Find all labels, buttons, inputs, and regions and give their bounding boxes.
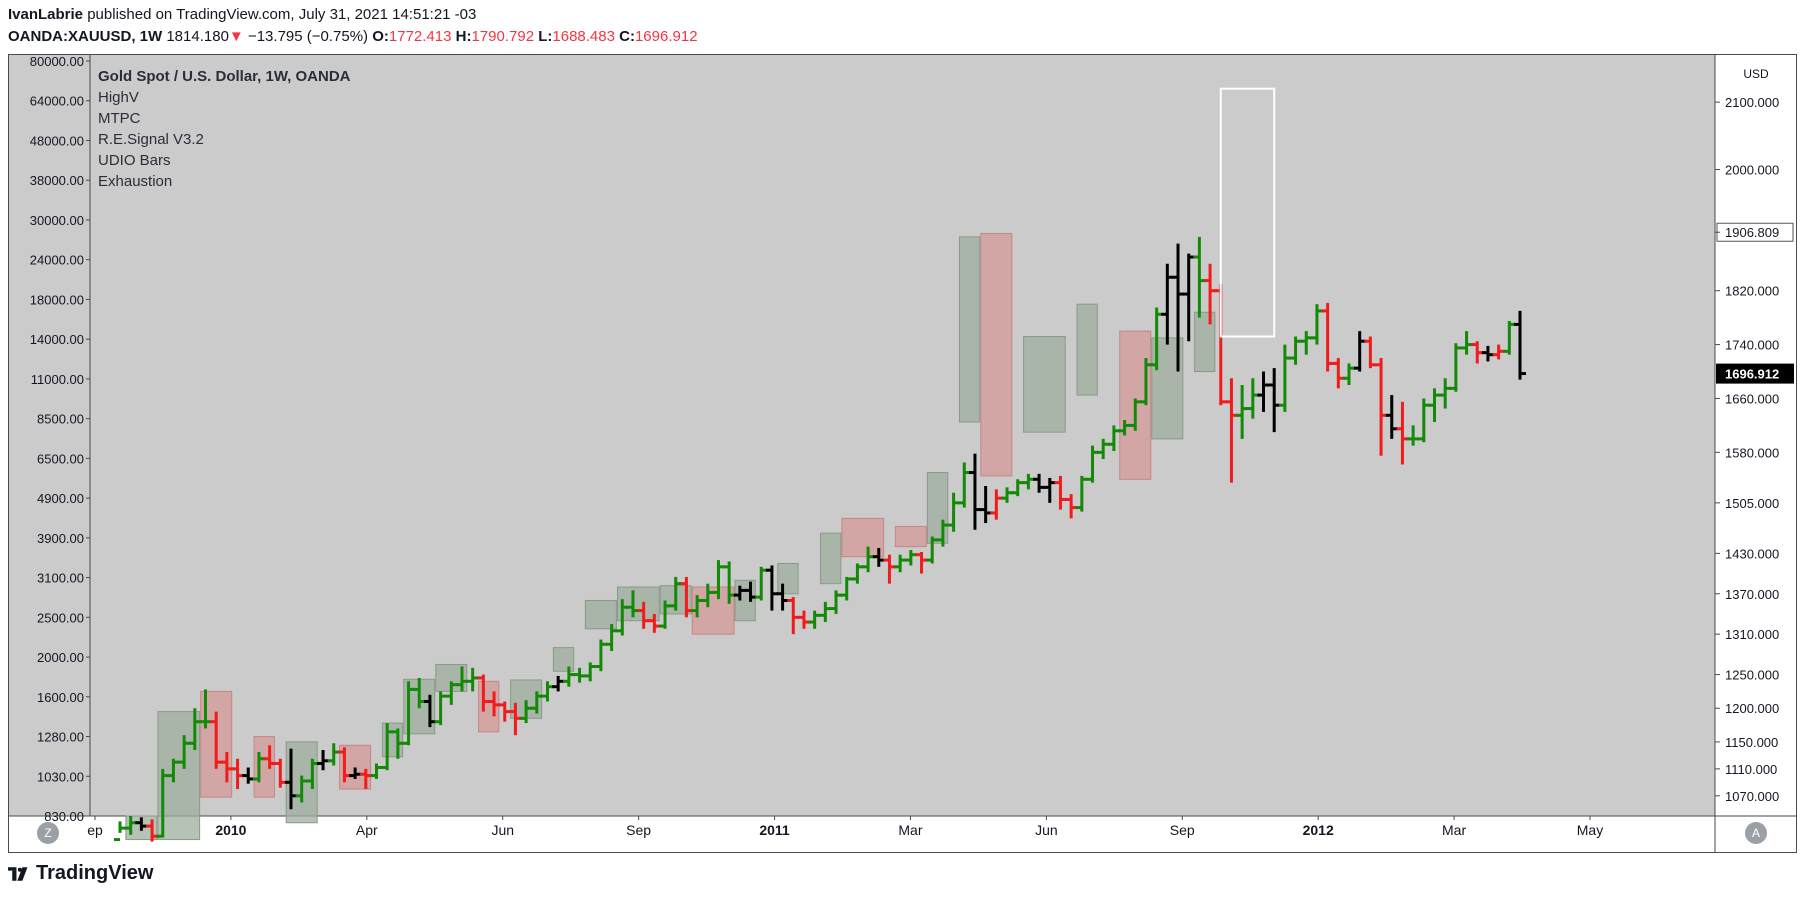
legend-indicator-highv[interactable]: HighV — [98, 89, 139, 106]
price-axis-tick-label: 1070.000 — [1725, 789, 1779, 804]
price-axis-tick-label: 1660.000 — [1725, 391, 1779, 406]
signal-box-up — [1076, 303, 1098, 396]
left-axis-tick-label: 1030.00 — [37, 769, 84, 784]
price-axis-tick-label: 1310.000 — [1725, 627, 1779, 642]
left-axis-tick-label: 830.00 — [44, 809, 84, 824]
left-axis-tick-label: 3100.00 — [37, 571, 84, 586]
left-axis-tick-label: 2000.00 — [37, 650, 84, 665]
zoom-button[interactable]: Z — [37, 822, 59, 844]
price-axis-tick-label: 1370.000 — [1725, 587, 1779, 602]
signal-box-up — [820, 532, 842, 585]
price-axis-tick-label: 1150.000 — [1725, 735, 1778, 750]
auto-scale-button[interactable]: A — [1745, 822, 1767, 844]
legend-indicator-udio-bars[interactable]: UDIO Bars — [98, 152, 171, 169]
last-price-badge — [1716, 363, 1794, 384]
left-axis-tick-label: 2500.00 — [37, 610, 84, 625]
price-axis-tick-label: 1430.000 — [1725, 546, 1779, 561]
time-axis-label: 2010 — [215, 822, 246, 838]
left-axis-tick-label: 8500.00 — [37, 412, 84, 427]
last-price: 1814.180 — [166, 28, 229, 45]
last-price-label: 1696.912 — [1725, 367, 1779, 382]
high-value: 1790.792 — [471, 28, 535, 45]
low-label: L: — [538, 28, 553, 45]
signal-box-up — [552, 647, 575, 672]
time-axis-label: Sep — [626, 822, 651, 838]
signal-box-down — [980, 232, 1013, 477]
left-axis-tick-label: 4900.00 — [37, 491, 84, 506]
left-axis-tick-label: 24000.00 — [30, 253, 84, 268]
price-axis-tick-label: 1250.000 — [1725, 668, 1779, 683]
legend-title: Gold Spot / U.S. Dollar, 1W, OANDA — [98, 68, 351, 85]
time-axis-label: 2012 — [1303, 822, 1334, 838]
left-axis-tick-label: 1280.00 — [37, 730, 84, 745]
time-axis-label: Mar — [1442, 822, 1466, 838]
published-text: published on TradingView.com, July 31, 2… — [87, 6, 477, 23]
high-label: H: — [455, 28, 472, 45]
price-axis-tick-label: 1740.000 — [1725, 338, 1779, 353]
open-value: 1772.413 — [388, 28, 452, 45]
left-axis-tick-label: 30000.00 — [30, 213, 84, 228]
left-axis-tick-label: 11000.00 — [31, 372, 84, 387]
change-value: −13.795 (−0.75%) — [247, 28, 369, 45]
left-axis-tick-label: 80000.00 — [30, 54, 84, 69]
left-axis-tick-label: 3900.00 — [37, 531, 84, 546]
legend-indicator-exhaustion[interactable]: Exhaustion — [98, 173, 173, 190]
left-axis-tick-label: 38000.00 — [30, 173, 84, 188]
price-axis-tick-label: 1505.000 — [1725, 496, 1779, 511]
chart-frame — [8, 54, 1797, 853]
legend-indicator-resignal[interactable]: R.E.Signal V3.2 — [98, 131, 204, 148]
published-line: IvanLabrie published on TradingView.com,… — [8, 6, 476, 23]
left-axis-tick-label: 64000.00 — [30, 94, 84, 109]
signal-box-up — [958, 236, 981, 423]
left-axis-tick-label: 48000.00 — [30, 133, 84, 148]
price-axis-background — [1715, 55, 1796, 816]
author-name[interactable]: IvanLabrie — [8, 6, 84, 23]
legend-indicator-mtpc[interactable]: MTPC — [98, 110, 141, 127]
tradingview-logo-icon — [8, 866, 28, 881]
price-axis-tick-label: 1820.000 — [1725, 284, 1779, 299]
signal-box-down — [691, 586, 735, 635]
price-axis-tick-label: 1200.000 — [1725, 701, 1779, 716]
signal-box-down — [894, 525, 927, 548]
time-axis-label: ep — [87, 822, 103, 838]
symbol-line: OANDA:XAUUSD, 1W 1814.180▼ −13.795 (−0.7… — [8, 28, 698, 45]
low-value: 1688.483 — [552, 28, 615, 45]
close-label: C: — [619, 28, 635, 45]
price-axis-tick-label: 1110.000 — [1725, 762, 1777, 777]
price-axis-tick-label: 1580.000 — [1725, 445, 1779, 460]
plot-area-background — [9, 55, 1715, 816]
signal-box-up — [1023, 336, 1066, 433]
left-axis-tick-label: 6500.00 — [37, 451, 84, 466]
change-arrow-icon: ▼ — [228, 28, 244, 45]
close-value: 1696.912 — [634, 28, 698, 45]
open-label: O: — [372, 28, 389, 45]
signal-box-up — [616, 586, 660, 622]
time-axis-label: Sep — [1170, 822, 1195, 838]
left-axis-tick-label: 18000.00 — [30, 292, 84, 307]
time-axis-label: Mar — [898, 822, 922, 838]
footer-brand-text: TradingView — [36, 862, 154, 884]
signal-box-down — [841, 517, 885, 558]
price-axis-tick-label: 2000.000 — [1725, 162, 1779, 177]
ohlc-bar — [1514, 310, 1526, 380]
signal-box-up — [1194, 311, 1216, 373]
left-axis-tick-label: 1600.00 — [37, 690, 84, 705]
price-axis-tick-label: 2100.000 — [1725, 95, 1779, 110]
time-axis-label: Jun — [1035, 822, 1058, 838]
time-axis-label: May — [1577, 822, 1603, 838]
currency-label: USD — [1743, 67, 1769, 81]
left-axis-tick-label: 14000.00 — [30, 332, 84, 347]
time-axis-label: 2011 — [759, 822, 790, 838]
chart-legend: Gold Spot / U.S. Dollar, 1W, OANDA HighV… — [98, 66, 351, 192]
symbol-name: OANDA:XAUUSD, 1W — [8, 28, 163, 45]
time-axis-label: Apr — [356, 822, 378, 838]
footer-brand[interactable]: TradingView — [8, 862, 153, 885]
selection-rectangle — [1219, 87, 1276, 338]
price-axis-tick-label: 1906.809 — [1725, 225, 1779, 240]
time-axis-label: Jun — [491, 822, 514, 838]
